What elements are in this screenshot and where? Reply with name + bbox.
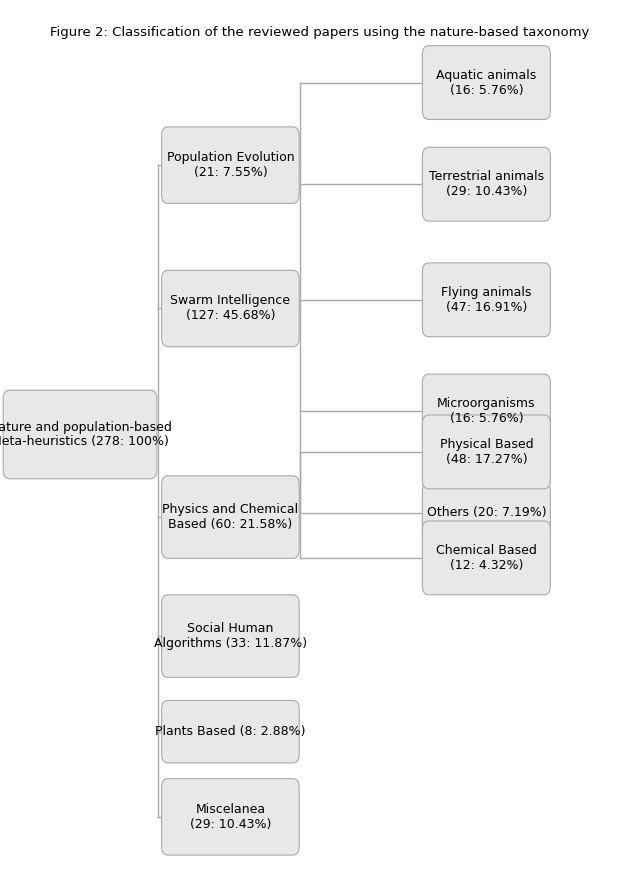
Text: Population Evolution
(21: 7.55%): Population Evolution (21: 7.55%) — [166, 151, 294, 179]
FancyBboxPatch shape — [422, 262, 550, 336]
Text: Plants Based (8: 2.88%): Plants Based (8: 2.88%) — [155, 726, 306, 738]
FancyBboxPatch shape — [422, 374, 550, 448]
Text: Social Human
Algorithms (33: 11.87%): Social Human Algorithms (33: 11.87%) — [154, 622, 307, 650]
FancyBboxPatch shape — [3, 390, 157, 479]
FancyBboxPatch shape — [422, 521, 550, 594]
FancyBboxPatch shape — [161, 594, 299, 678]
Text: Aquatic animals
(16: 5.76%): Aquatic animals (16: 5.76%) — [436, 69, 536, 96]
Text: Microorganisms
(16: 5.76%): Microorganisms (16: 5.76%) — [437, 397, 536, 425]
FancyBboxPatch shape — [161, 700, 299, 763]
Text: Physics and Chemical
Based (60: 21.58%): Physics and Chemical Based (60: 21.58%) — [163, 503, 298, 531]
Text: Nature and population-based
Meta-heuristics (278: 100%): Nature and population-based Meta-heurist… — [0, 421, 172, 448]
Text: Flying animals
(47: 16.91%): Flying animals (47: 16.91%) — [441, 286, 532, 314]
FancyBboxPatch shape — [161, 779, 299, 855]
FancyBboxPatch shape — [422, 415, 550, 488]
FancyBboxPatch shape — [161, 270, 299, 347]
Text: Terrestrial animals
(29: 10.43%): Terrestrial animals (29: 10.43%) — [429, 170, 544, 198]
FancyBboxPatch shape — [422, 45, 550, 119]
FancyBboxPatch shape — [422, 147, 550, 221]
Text: Miscelanea
(29: 10.43%): Miscelanea (29: 10.43%) — [189, 803, 271, 831]
Text: Figure 2: Classification of the reviewed papers using the nature-based taxonomy: Figure 2: Classification of the reviewed… — [51, 26, 589, 39]
FancyBboxPatch shape — [161, 127, 299, 203]
FancyBboxPatch shape — [161, 476, 299, 558]
Text: Chemical Based
(12: 4.32%): Chemical Based (12: 4.32%) — [436, 544, 537, 572]
FancyBboxPatch shape — [422, 481, 550, 544]
Text: Physical Based
(48: 17.27%): Physical Based (48: 17.27%) — [440, 438, 533, 466]
Text: Swarm Intelligence
(127: 45.68%): Swarm Intelligence (127: 45.68%) — [170, 295, 291, 322]
Text: Others (20: 7.19%): Others (20: 7.19%) — [427, 507, 546, 519]
